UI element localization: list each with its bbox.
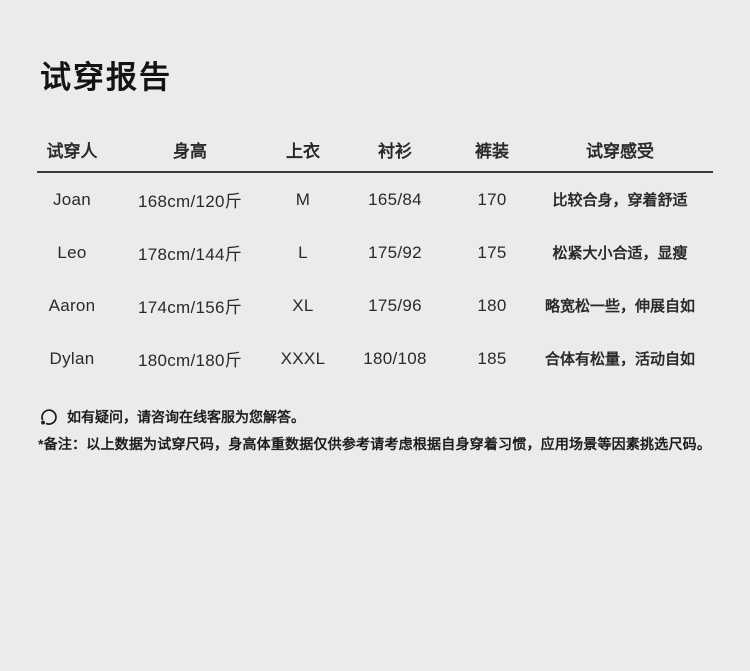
table-header-row: 试穿人 身高 上衣 衬衫 裤装 试穿感受 [37,128,713,173]
table-cell: 松紧大小合适，显瘦 [552,245,688,262]
column-header: 身高 [107,128,273,173]
page-title: 试穿报告 [40,60,172,95]
column-header: 上衣 [273,128,333,173]
service-note-line: 如有疑问，请咨询在线客服为您解答。 [38,406,750,428]
table-cell: 170 [477,189,507,209]
column-header: 衬衫 [333,128,457,173]
table-row: Leo 178cm/144斤 L 175/92 175 松紧大小合适，显瘦 [37,226,713,279]
table-cell: 180cm/180斤 [137,351,243,370]
table-cell: 180 [477,295,507,315]
fitting-report-table: 试穿人 身高 上衣 衬衫 裤装 试穿感受 Joan 168cm/120斤 M 165/84 170… [37,128,713,385]
table-row: Joan 168cm/120斤 M 165/84 170 比较合身，穿着舒适 [37,172,713,226]
customer-service-headset-icon [38,406,60,428]
remark-text: *备注：以上数据为试穿尺码，身高体重数据仅供参考请考虑根据自身穿着习惯，应用场景… [38,436,712,452]
column-header: 试穿感受 [527,128,713,173]
table-cell: 175/96 [368,295,422,315]
table-cell: 174cm/156斤 [137,298,243,317]
column-header: 裤装 [457,128,527,173]
column-header: 试穿人 [37,128,107,173]
table-cell: 185 [477,348,507,368]
fitting-report-page: { "page": { "title": "试穿报告", "background… [0,58,750,671]
footer: 如有疑问，请咨询在线客服为您解答。 *备注：以上数据为试穿尺码，身高体重数据仅供… [38,406,750,455]
table-cell: M [295,189,311,209]
table-cell: Leo [57,242,87,262]
table-cell: XL [292,295,314,315]
table-cell: 比较合身，穿着舒适 [552,192,688,209]
table-cell: L [298,242,308,262]
table-cell: Aaron [48,295,96,315]
table-cell: 175/92 [368,242,422,262]
table-cell: 180/108 [363,348,427,368]
table-cell: 略宽松一些，伸展自如 [544,298,695,315]
table-cell: 合体有松量，活动自如 [544,351,695,368]
table-cell: 175 [477,242,507,262]
table-cell: Dylan [49,348,95,368]
table-cell: XXXL [280,348,326,368]
table-row: Aaron 174cm/156斤 XL 175/96 180 略宽松一些，伸展自如 [37,279,713,332]
table-cell: 178cm/144斤 [137,245,243,264]
table-cell: 168cm/120斤 [137,192,243,211]
table-cell: Joan [52,189,92,209]
table-cell: 165/84 [368,189,422,209]
service-note-text: 如有疑问，请咨询在线客服为您解答。 [67,409,305,425]
table-row: Dylan 180cm/180斤 XXXL 180/108 185 合体有松量，活动自如 [37,332,713,385]
